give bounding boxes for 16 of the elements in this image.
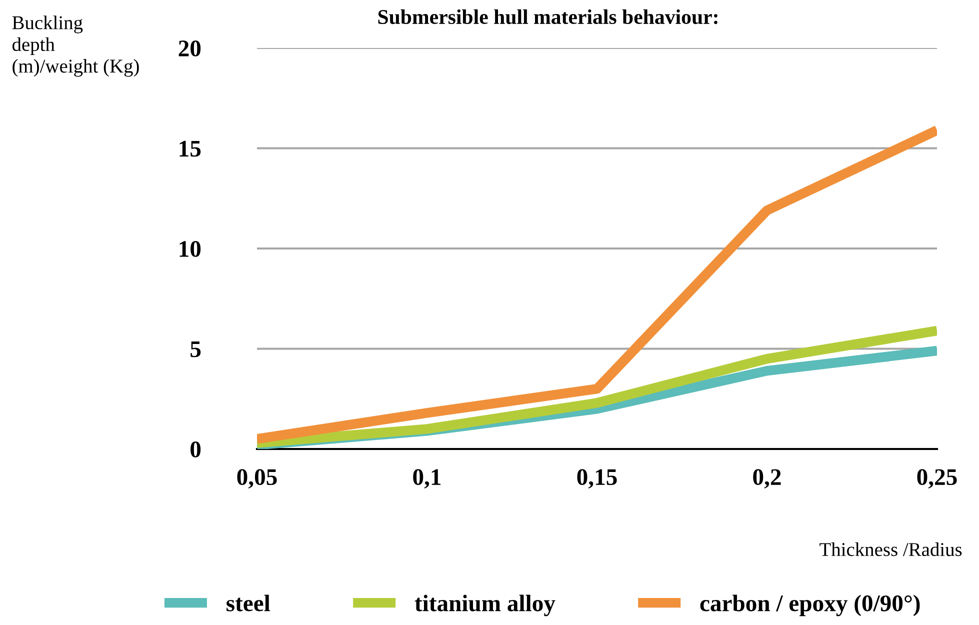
y-tick-label: 20 xyxy=(178,40,201,56)
x-tick-label: 0,05 xyxy=(237,469,277,488)
x-tick-label: 0,2 xyxy=(753,469,781,488)
y-tick-label: 0 xyxy=(190,441,201,458)
x-tick-label: 0,1 xyxy=(413,469,441,488)
y-tick-label: 15 xyxy=(180,140,201,157)
legend-label: titanium alloy xyxy=(414,594,556,616)
y-tick-label: 5 xyxy=(190,341,201,358)
x-tick-label: 0,25 xyxy=(917,469,957,488)
y-axis-title: Buckling depth (m)/weight (Kg) xyxy=(12,16,139,77)
legend-label: steel xyxy=(226,594,270,612)
y-tick-label: 10 xyxy=(180,240,201,257)
x-tick-label: 0,15 xyxy=(577,469,617,488)
chart-title: Submersible hull materials behaviour: xyxy=(378,9,718,24)
x-axis-title: Thickness /Radius xyxy=(820,542,962,556)
legend-label: carbon / epoxy (0/90°) xyxy=(700,594,920,616)
